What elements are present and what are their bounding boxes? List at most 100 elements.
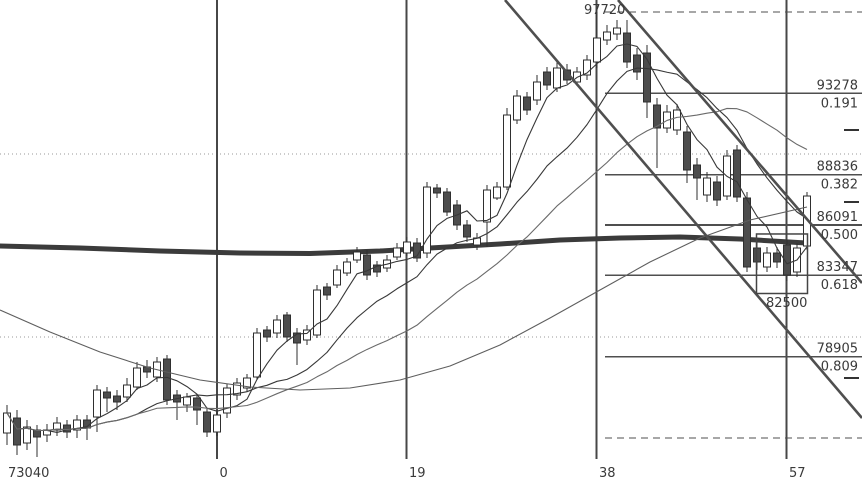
- chart-labels: 0 19 38 57 93278 0.191 88836 0.382 86091 0.500 833…: [8, 3, 858, 480]
- candle-body: [303, 329, 311, 341]
- trendline: [504, 0, 862, 419]
- candle-down: [463, 220, 471, 242]
- slow-ma-line: [0, 206, 808, 391]
- candle-body: [283, 314, 291, 338]
- candle-body: [193, 397, 201, 411]
- candle-body: [743, 197, 751, 268]
- candle-up: [3, 405, 11, 446]
- candle-down: [413, 238, 421, 262]
- candle-down: [163, 355, 171, 406]
- candle-up: [23, 420, 31, 451]
- candle-up: [583, 55, 591, 81]
- candle-down: [363, 250, 371, 281]
- sma-25-line: [6, 107, 808, 432]
- candle-body: [223, 387, 231, 414]
- candle-down: [443, 188, 451, 216]
- x-axis-label: 0: [220, 466, 228, 480]
- x-axis-label: 57: [789, 466, 806, 480]
- fib-ratio-label: 0.382: [821, 178, 858, 193]
- candle-up: [123, 378, 131, 402]
- candle-body: [13, 417, 21, 446]
- swing-low-price-label: 73040: [8, 466, 49, 480]
- candle-body: [253, 332, 261, 378]
- candle-down: [173, 390, 181, 421]
- fib-price-label: 78905: [817, 342, 858, 357]
- candle-body: [643, 52, 651, 103]
- moving-averages: [0, 43, 808, 433]
- candle-body: [353, 251, 361, 261]
- candle-body: [433, 187, 441, 194]
- candle-body: [363, 254, 371, 276]
- candle-up: [513, 90, 521, 124]
- candle-up: [613, 20, 621, 41]
- candle-body: [783, 244, 791, 276]
- fib-ratio-label: 0.500: [821, 228, 858, 243]
- candle-body: [373, 264, 381, 273]
- candle-down: [713, 175, 721, 207]
- candle-body: [523, 96, 531, 111]
- candle-up: [273, 315, 281, 339]
- candle-body: [633, 54, 641, 73]
- candle-body: [553, 67, 561, 89]
- candle-up: [333, 265, 341, 289]
- candle-up: [233, 378, 241, 401]
- candle-down: [143, 360, 151, 379]
- trendline: [617, 0, 862, 284]
- candle-body: [233, 382, 241, 396]
- candle-down: [643, 45, 651, 119]
- candle-body: [203, 411, 211, 433]
- candle-up: [673, 103, 681, 136]
- candle-up: [723, 150, 731, 201]
- candle-up: [43, 423, 51, 442]
- candle-body: [273, 319, 281, 334]
- candle-body: [443, 191, 451, 213]
- sma-13-line: [6, 67, 808, 432]
- candle-body: [133, 367, 141, 388]
- candle-down: [693, 158, 701, 201]
- candle-down: [203, 408, 211, 437]
- candle-body: [513, 95, 521, 121]
- candle-body: [773, 252, 781, 263]
- candle-up: [483, 185, 491, 247]
- candle-body: [113, 395, 121, 403]
- candle-body: [463, 224, 471, 238]
- candle-up: [403, 237, 411, 257]
- candle-up: [493, 182, 501, 201]
- candle-up: [703, 172, 711, 202]
- candle-down: [523, 92, 531, 116]
- candle-down: [783, 240, 791, 281]
- candle-body: [603, 31, 611, 41]
- candle-up: [133, 362, 141, 391]
- highlight-box: [755, 233, 809, 295]
- candle-body: [623, 32, 631, 63]
- candle-body: [423, 186, 431, 254]
- candle-body: [333, 269, 341, 286]
- candle-up: [313, 285, 321, 339]
- candle-body: [483, 189, 491, 223]
- candle-body: [503, 114, 511, 188]
- candle-down: [743, 192, 751, 272]
- candle-down: [733, 145, 741, 202]
- candle-down: [13, 410, 21, 456]
- candle-body: [763, 252, 771, 268]
- candle-up: [303, 325, 311, 346]
- fib-ratio-label: 0.618: [821, 278, 858, 293]
- candle-body: [653, 104, 661, 129]
- candle-body: [713, 181, 721, 201]
- candle-body: [733, 149, 741, 198]
- fib-price-label: 83347: [817, 260, 858, 275]
- x-axis-label: 19: [409, 466, 426, 480]
- candle-up: [423, 182, 431, 259]
- candle-body: [23, 426, 31, 444]
- candle-down: [683, 126, 691, 184]
- candle-up: [763, 247, 771, 272]
- sma-5-line: [6, 43, 808, 433]
- fib-price-label: 93278: [817, 78, 858, 93]
- candle-body: [183, 396, 191, 406]
- candle-up: [663, 105, 671, 134]
- right-edge-ticks: [844, 129, 859, 380]
- candle-body: [593, 37, 601, 63]
- candle-up: [253, 328, 261, 381]
